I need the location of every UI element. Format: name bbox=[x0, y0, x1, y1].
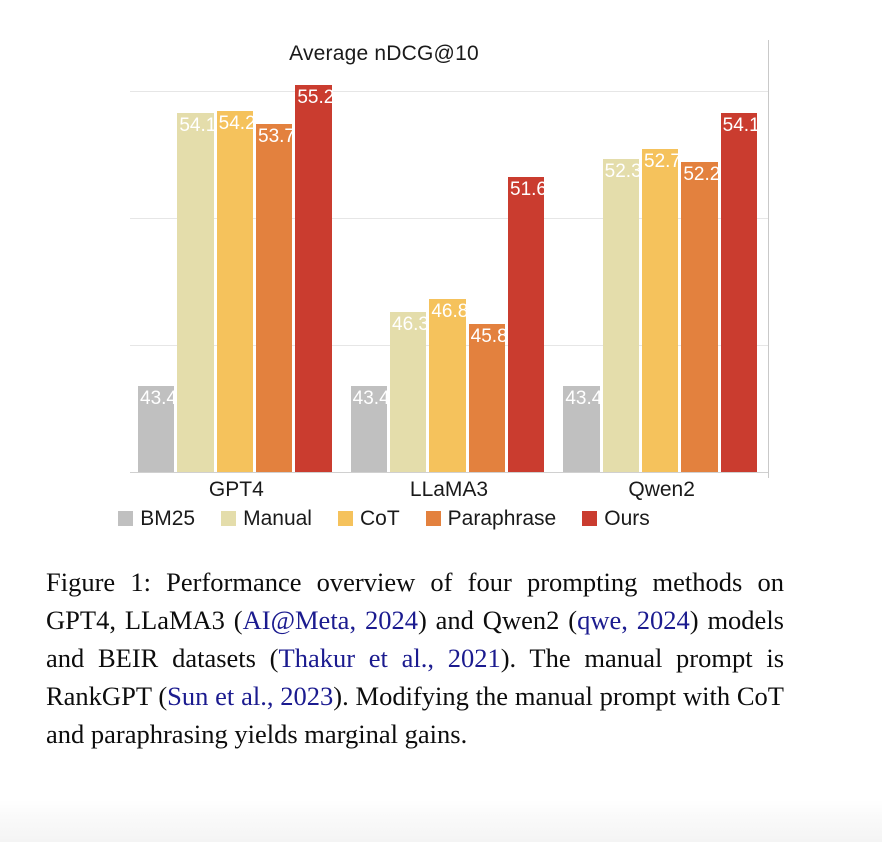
bar-bm25-gpt4: 43.4 bbox=[138, 385, 177, 472]
legend-item-ours[interactable]: Ours bbox=[582, 508, 650, 529]
caption-text: ) and Qwen2 ( bbox=[417, 605, 578, 635]
x-axis-label-qwen2: Qwen2 bbox=[628, 478, 695, 501]
caption-text: ) models and BEIR datasets ( bbox=[46, 605, 784, 673]
chart-figure: Average nDCG@10 40455055 43.454.154.253.… bbox=[0, 40, 769, 529]
legend-label: BM25 bbox=[140, 507, 196, 530]
bar-value-label: 54.1 bbox=[722, 115, 760, 137]
bar-bm25-llama3: 43.4 bbox=[350, 385, 390, 472]
citation-link[interactable]: AI@Meta, 2024 bbox=[242, 605, 418, 635]
page-bottom-shading bbox=[0, 800, 882, 842]
bar-value-label: 52.3 bbox=[604, 161, 642, 183]
bar-value-label: 46.8 bbox=[431, 301, 469, 323]
caption-text: Figure 1: Performance overview of four p… bbox=[46, 567, 784, 635]
bar-value-label: 53.7 bbox=[258, 125, 295, 147]
plot-frame-right-border bbox=[768, 40, 769, 478]
legend-item-paraphrase[interactable]: Paraphrase bbox=[425, 507, 557, 530]
gridline bbox=[130, 217, 768, 219]
chart-legend: BM25 Manual CoT Paraphrase Ours bbox=[0, 508, 768, 529]
bar-value-label: 55.2 bbox=[297, 87, 335, 109]
chart-title: Average nDCG@10 bbox=[289, 42, 479, 65]
bar-bm25-qwen2: 43.4 bbox=[563, 385, 603, 472]
gridline bbox=[130, 90, 768, 92]
bar-manual-llama3: 46.3 bbox=[390, 311, 429, 472]
bar-manual-qwen2: 52.3 bbox=[602, 159, 642, 472]
bar-ours-qwen2: 54.1 bbox=[720, 113, 760, 472]
plot-area: 40455055 43.454.154.253.755.243.446.346.… bbox=[130, 60, 768, 501]
bar-value-label: 54.1 bbox=[179, 115, 217, 137]
legend-swatch-icon bbox=[425, 511, 441, 526]
bar-cot-llama3: 46.8 bbox=[429, 299, 469, 472]
bar-ours-gpt4: 55.2 bbox=[295, 85, 335, 472]
x-axis-baseline bbox=[130, 472, 768, 473]
bar-paraphrase-gpt4: 53.7 bbox=[256, 123, 295, 472]
legend-swatch-icon bbox=[118, 511, 134, 526]
bar-value-label: 43.4 bbox=[140, 387, 177, 409]
citation-link[interactable]: Sun et al., 2023 bbox=[167, 681, 334, 711]
bar-value-label: 52.2 bbox=[683, 163, 721, 185]
legend-swatch-icon bbox=[221, 511, 237, 526]
bar-cot-qwen2: 52.7 bbox=[642, 149, 681, 472]
legend-label: Ours bbox=[604, 507, 650, 530]
x-axis-label-llama3: LLaMA3 bbox=[409, 478, 489, 501]
bar-value-label: 43.4 bbox=[352, 387, 390, 409]
bar-value-label: 52.7 bbox=[644, 151, 681, 172]
legend-item-manual[interactable]: Manual bbox=[221, 508, 312, 529]
legend-swatch-icon bbox=[337, 511, 353, 526]
x-axis-label-gpt4: GPT4 bbox=[208, 478, 264, 501]
bar-value-label: 54.2 bbox=[218, 112, 256, 134]
citation-link[interactable]: qwe, 2024 bbox=[577, 605, 690, 635]
bar-value-label: 46.3 bbox=[392, 313, 429, 335]
bar-value-label: 45.8 bbox=[470, 326, 508, 348]
bar-paraphrase-qwen2: 52.2 bbox=[681, 161, 721, 472]
caption-text: ). The manual prompt is RankGPT ( bbox=[46, 643, 785, 711]
legend-label: CoT bbox=[359, 507, 400, 530]
legend-label: Paraphrase bbox=[447, 507, 557, 530]
citation-link[interactable]: Thakur et al., 2021 bbox=[278, 643, 501, 673]
figure-caption: Figure 1: Performance overview of four p… bbox=[46, 563, 784, 753]
bar-value-label: 43.4 bbox=[565, 387, 603, 409]
caption-text: ). Modifying the manual prompt with CoT … bbox=[46, 681, 784, 749]
bar-value-label: 51.6 bbox=[510, 178, 547, 200]
bar-manual-gpt4: 54.1 bbox=[177, 113, 217, 472]
bar-ours-llama3: 51.6 bbox=[508, 176, 547, 472]
legend-item-cot[interactable]: CoT bbox=[337, 507, 400, 530]
legend-label: Manual bbox=[243, 507, 312, 530]
legend-item-bm25[interactable]: BM25 bbox=[118, 508, 195, 529]
bar-paraphrase-llama3: 45.8 bbox=[468, 324, 508, 472]
bar-cot-gpt4: 54.2 bbox=[216, 110, 256, 472]
legend-swatch-icon bbox=[582, 511, 598, 526]
